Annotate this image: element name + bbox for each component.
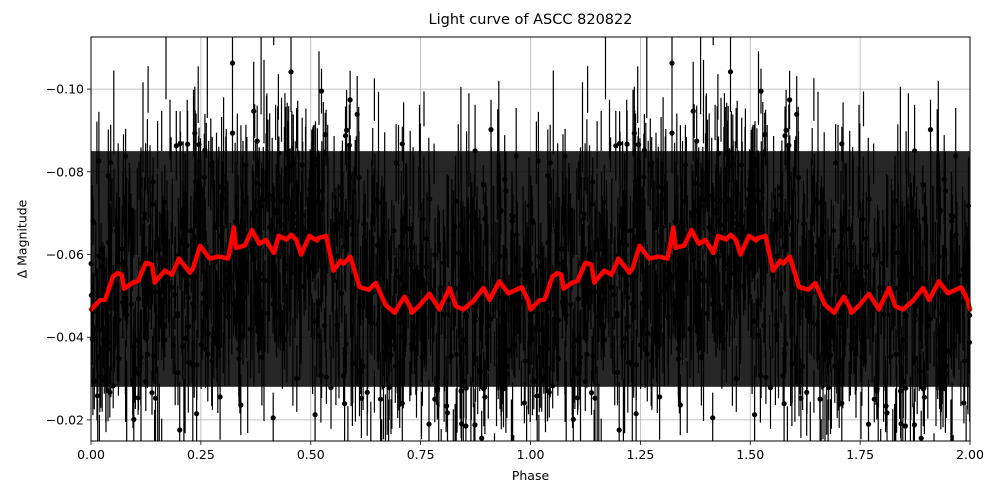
observation-points — [88, 60, 973, 441]
x-tick-label: 1.50 — [736, 447, 764, 462]
y-tick-label: −0.06 — [46, 247, 84, 262]
x-tick-label: 2.00 — [956, 447, 984, 462]
x-tick-label: 0.00 — [77, 447, 105, 462]
x-tick-label: 1.25 — [626, 447, 654, 462]
x-tick-label: 1.00 — [517, 447, 545, 462]
y-tick-label: −0.08 — [46, 164, 84, 179]
x-tick-label: 0.75 — [407, 447, 435, 462]
model-curve — [88, 225, 973, 316]
y-tick-label: −0.02 — [46, 412, 84, 427]
x-axis-label: Phase — [511, 468, 550, 483]
y-tick-label: −0.04 — [46, 330, 84, 345]
x-tick-label: 1.75 — [846, 447, 874, 462]
x-tick-label: 0.25 — [187, 447, 215, 462]
x-tick-label: 0.50 — [297, 447, 325, 462]
y-tick-label: −0.10 — [46, 82, 84, 97]
x-axis-ticks: 0.00 0.25 0.50 0.75 1.00 1.25 1.50 1.75 2.00 — [77, 441, 984, 462]
chart-title: Light curve of ASCC 820822 — [428, 12, 633, 28]
y-axis-ticks: −0.02 −0.04 −0.06 −0.08 −0.10 — [46, 82, 91, 427]
